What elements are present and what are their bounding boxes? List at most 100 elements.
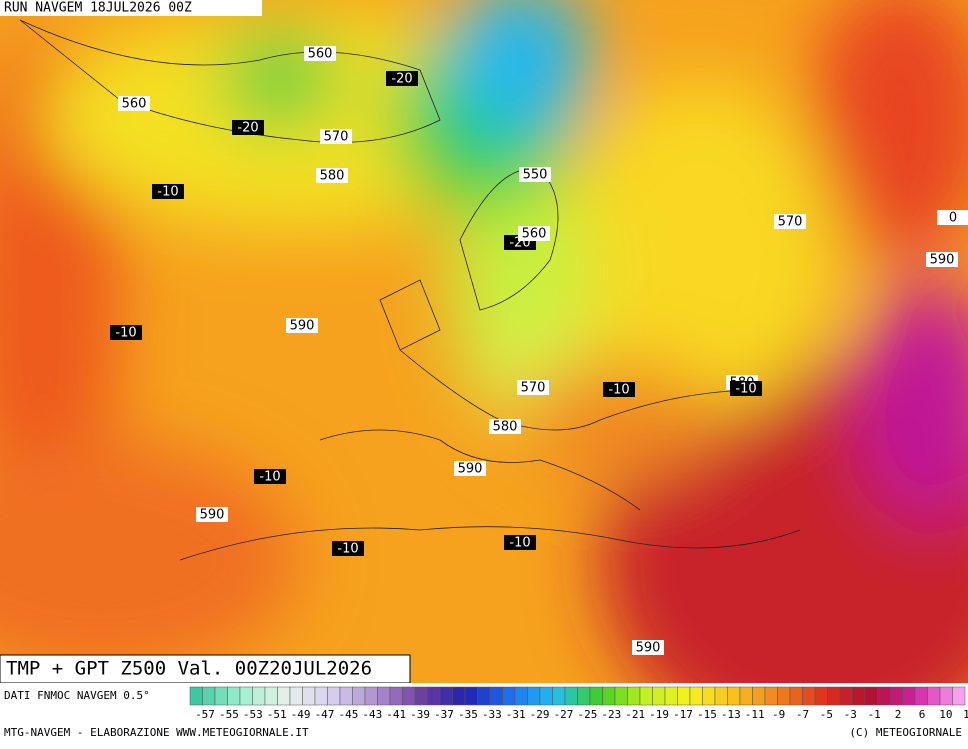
contour-label: 560 [522,227,547,242]
contour-label: 590 [636,641,661,656]
contour-label-bg [286,318,318,333]
contour-label-bg [517,380,549,395]
color-swatch [927,686,941,706]
contour-label: 560 [308,47,333,62]
contour-label: -10 [509,536,530,551]
footer-right: (C) METEOGIORNALE [849,726,962,739]
color-swatch [539,686,553,706]
contour-label-bg [454,461,486,476]
scale-label: -47 [315,708,335,721]
color-swatch [827,686,841,706]
contour-label: 590 [930,253,955,268]
contour-label: -10 [259,470,280,485]
color-swatch [414,686,428,706]
coastlines [19,19,801,561]
scale-label: -33 [482,708,502,721]
contour-label: 560 [122,97,147,112]
color-swatch [902,686,916,706]
color-swatch [339,686,353,706]
contour-label: -20 [237,121,258,136]
color-swatch [352,686,366,706]
contour-label-bg [632,640,664,655]
contour-label: 570 [778,215,803,230]
scale-label: -1 [868,708,881,721]
contour-label: 570 [521,381,546,396]
scale-label: -49 [291,708,311,721]
contour-label-bg [316,168,348,183]
contour-label: 580 [320,169,345,184]
color-swatch [527,686,541,706]
colorbar: -57 -55 -53 -51 -49 -47 -45 -43 -41 -39 -37 -35 -33-… [189,686,968,721]
contour-label-bg [519,167,551,182]
contour-label-bg [332,541,364,556]
scale-label: -31 [506,708,526,721]
color-swatch [289,686,303,706]
contour-label: 590 [200,508,225,523]
scale-label: -29 [530,708,550,721]
color-swatch [889,686,903,706]
scale-label: -15 [697,708,717,721]
color-swatch [577,686,591,706]
color-swatch [264,686,278,706]
contour-label: 590 [290,319,315,334]
scale-label: -53 [243,708,263,721]
scale-label: 10 [939,708,952,721]
color-swatch [639,686,653,706]
run-label: RUN NAVGEM 18JUL2026 00Z [4,1,192,16]
color-swatch [727,686,741,706]
color-swatch [427,686,441,706]
color-swatch [489,686,503,706]
scale-label: -27 [554,708,574,721]
scale-label: -51 [267,708,287,721]
contour-label-bg [254,469,286,484]
color-swatch [777,686,791,706]
scale-label: -11 [745,708,765,721]
contour-label-bg [152,184,184,199]
color-swatch [564,686,578,706]
contour-label: 590 [458,462,483,477]
color-swatch [589,686,603,706]
color-swatch [689,686,703,706]
color-swatch [714,686,728,706]
scale-label: -3 [844,708,857,721]
color-swatch [652,686,666,706]
contour-label-bg [504,535,536,550]
contour-label-bg [232,120,264,135]
scale-label: -45 [338,708,358,721]
scale-label: -7 [796,708,809,721]
color-swatch [452,686,466,706]
scale-label: -9 [772,708,785,721]
scale-label: -25 [577,708,597,721]
scale-label: -19 [649,708,669,721]
scale-label: -41 [386,708,406,721]
color-swatch [302,686,316,706]
scale-label: -43 [362,708,382,721]
header-box [0,0,262,16]
color-swatch [839,686,853,706]
contour-label-bg [603,382,635,397]
scale-label: -13 [721,708,741,721]
title-box [0,654,411,684]
contour-label-bg [320,129,352,144]
contour-label-bg [730,381,762,396]
color-swatch [239,686,253,706]
scale-label: -21 [625,708,645,721]
color-swatch [664,686,678,706]
color-swatch [377,686,391,706]
contour-label-bg [304,46,336,61]
color-swatch [802,686,816,706]
scale-source: DATI FNMOC NAVGEM 0.5° [4,689,150,702]
color-swatch [314,686,328,706]
color-swatch [789,686,803,706]
color-swatch [364,686,378,706]
color-swatch [477,686,491,706]
scale-label: -39 [410,708,430,721]
color-swatch [202,686,216,706]
scale-label: -23 [601,708,621,721]
scale-label: -35 [458,708,478,721]
color-swatch [764,686,778,706]
color-swatch [227,686,241,706]
color-swatch [402,686,416,706]
contour-label-bg [926,252,958,267]
